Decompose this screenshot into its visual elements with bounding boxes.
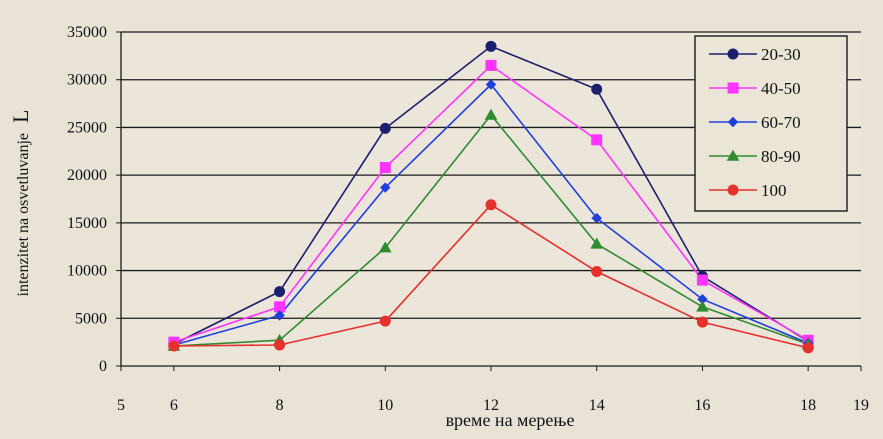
x-tick-label-5: 5 xyxy=(117,397,125,414)
axes: 0 5000 10000 15000 20000 25000 30000 35000 5 6 8 10… xyxy=(67,24,869,414)
data-point-80-90-x10 xyxy=(378,241,392,253)
data-point-100-x8 xyxy=(274,339,286,351)
legend-label-40-50: 40-50 xyxy=(761,79,801,98)
y-axis-title: intenzitet na osvetluvanje L xyxy=(8,110,33,297)
series-markers xyxy=(167,40,815,354)
y-tick-label-25000: 25000 xyxy=(67,119,107,136)
y-axis-title-symbol: L xyxy=(8,110,33,123)
legend-marker-40-50 xyxy=(727,82,739,94)
legend-box xyxy=(694,35,848,212)
data-point-60-70-x12 xyxy=(485,79,497,90)
data-point-100-x16 xyxy=(696,316,708,328)
y-tick-label-5000: 5000 xyxy=(75,310,107,327)
x-tick-label-14: 14 xyxy=(589,397,605,414)
data-point-60-70-x16 xyxy=(697,293,708,305)
y-axis-title-text: intenzitet na osvetluvanje xyxy=(15,133,32,297)
legend: 20-30 40-50 60-70 80-90 100 xyxy=(694,35,848,212)
data-point-80-90-x12 xyxy=(484,108,498,120)
data-point-40-50-x8 xyxy=(274,301,286,313)
y-tick-label-20000: 20000 xyxy=(67,167,107,184)
legend-marker-80-90 xyxy=(726,149,740,161)
data-point-20-30-x14 xyxy=(591,83,603,95)
data-point-60-70-x8 xyxy=(274,310,285,321)
data-point-60-70-x14 xyxy=(591,212,602,224)
legend-label-60-70: 60-70 xyxy=(761,113,801,132)
data-point-80-90-x14 xyxy=(590,237,604,249)
y-tick-label-15000: 15000 xyxy=(67,215,107,232)
data-point-20-30-x10 xyxy=(379,122,391,134)
data-point-40-50-x14 xyxy=(591,134,603,146)
data-point-40-50-x12 xyxy=(485,59,497,71)
legend-marker-60-70 xyxy=(727,116,739,128)
data-point-100-x12 xyxy=(485,199,497,211)
data-point-100-x14 xyxy=(591,266,603,278)
legend-label-20-30: 20-30 xyxy=(761,45,801,64)
data-point-100-x18 xyxy=(802,342,814,354)
data-point-100-x6 xyxy=(168,340,180,352)
legend-label-80-90: 80-90 xyxy=(761,147,801,166)
x-tick-label-12: 12 xyxy=(483,397,499,414)
data-point-100-x10 xyxy=(379,315,391,327)
x-axis-title: време на мерење xyxy=(446,410,575,430)
y-tick-label-30000: 30000 xyxy=(67,72,107,89)
x-tick-label-8: 8 xyxy=(276,397,284,414)
y-tick-label-35000: 35000 xyxy=(67,24,107,41)
data-point-60-70-x10 xyxy=(380,182,391,193)
data-point-80-90-x16 xyxy=(696,300,709,312)
legend-marker-20-30 xyxy=(727,48,739,60)
x-tick-label-19: 19 xyxy=(853,397,869,414)
x-tick-label-18: 18 xyxy=(800,397,816,414)
y-tick-label-0: 0 xyxy=(99,358,107,375)
data-point-40-50-x16 xyxy=(696,274,708,286)
y-axis-title-group: intenzitet na osvetluvanje L xyxy=(8,110,33,297)
legend-label-100: 100 xyxy=(761,181,787,200)
x-tick-label-10: 10 xyxy=(377,397,393,414)
data-point-40-50-x10 xyxy=(379,162,391,174)
x-tick-label-6: 6 xyxy=(170,397,178,414)
data-point-20-30-x12 xyxy=(485,40,497,52)
x-tick-label-16: 16 xyxy=(694,397,710,414)
data-point-20-30-x8 xyxy=(274,286,286,298)
legend-marker-100 xyxy=(727,184,739,196)
y-tick-label-10000: 10000 xyxy=(67,263,107,280)
